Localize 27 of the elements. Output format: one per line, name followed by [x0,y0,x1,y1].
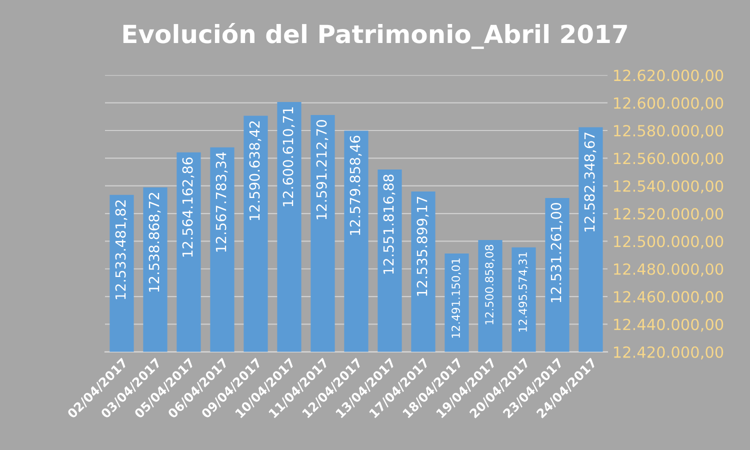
data-label: 12.538.868,72 [148,192,161,292]
data-label: 12.535.899,17 [416,196,429,296]
y-tick-label: 12.540.000,00 [614,180,724,194]
y-tick-label: 12.420.000,00 [614,346,724,360]
data-label: 12.500.858,08 [485,244,495,324]
data-label: 12.533.481,82 [115,200,128,300]
y-tick-label: 12.480.000,00 [614,263,724,276]
y-tick-label: 12.440.000,00 [614,318,724,332]
y-tick-label: 12.520.000,00 [614,208,724,222]
data-label: 12.590.638,42 [249,121,262,220]
data-label: 12.495.574,31 [518,252,528,332]
data-label: 12.591.212,70 [316,120,328,220]
data-label: 12.551.816,88 [383,174,396,274]
y-tick-label: 12.460.000,00 [614,291,724,304]
y-tick-label: 12.620.000,00 [614,70,724,83]
data-label: 12.582.348,67 [584,132,596,232]
data-label: 12.567.783,34 [216,152,228,252]
data-label: 12.531.261,00 [550,203,563,302]
y-tick-label: 12.500.000,00 [614,236,724,249]
data-label: 12.491.150,01 [452,258,462,338]
y-tick-label: 12.580.000,00 [614,124,724,138]
chart-title: Evolución del Patrimonio_Abril 2017 [123,23,627,49]
data-label: 12.564.162,86 [182,157,194,257]
data-label: 12.600.610,71 [282,107,295,206]
data-label: 12.579.858,46 [350,136,362,235]
y-tick-label: 12.560.000,00 [614,152,724,166]
y-tick-label: 12.600.000,00 [614,97,724,110]
